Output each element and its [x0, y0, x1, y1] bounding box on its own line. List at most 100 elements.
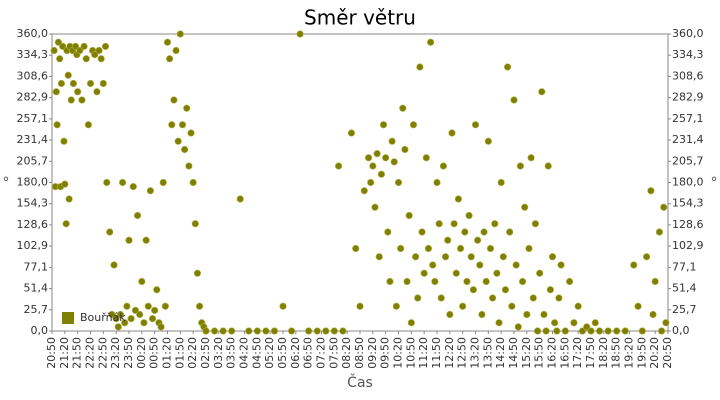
point	[407, 319, 415, 327]
point	[422, 154, 430, 162]
point	[536, 269, 544, 277]
point	[138, 277, 146, 286]
y-tick-label: 205,7	[17, 154, 49, 167]
x-tick-label: 02:50	[199, 337, 212, 369]
point	[409, 121, 418, 129]
point	[510, 96, 518, 104]
x-tick-label: 17:50	[584, 337, 597, 369]
point	[121, 319, 129, 327]
point	[651, 277, 659, 286]
point	[521, 203, 529, 211]
point	[54, 38, 63, 46]
x-tick-label: 09:50	[379, 337, 392, 369]
point	[514, 323, 522, 331]
point	[454, 195, 462, 203]
x-tick-label: 21:20	[58, 337, 71, 369]
x-tick-label: 20:20	[648, 337, 661, 369]
point	[103, 178, 111, 187]
y2-tick-label: 77,1	[672, 260, 697, 273]
point	[621, 327, 629, 335]
point	[531, 220, 539, 228]
point	[557, 261, 565, 269]
point	[181, 145, 189, 154]
point	[375, 253, 383, 261]
point	[469, 286, 477, 294]
point	[420, 269, 428, 277]
y-tick-label: 334,3	[17, 48, 49, 61]
point	[322, 327, 330, 335]
point	[270, 327, 279, 335]
point	[97, 55, 105, 63]
x-tick-label: 04:20	[238, 337, 251, 369]
x-tick-label: 05:20	[263, 337, 276, 369]
y2-tick-label: 257,1	[672, 112, 704, 125]
x-tick-label: 00:50	[148, 337, 161, 369]
x-tick-label: 12:50	[456, 337, 469, 369]
x-tick-label: 22:50	[96, 337, 109, 369]
x-tick-label: 10:20	[392, 337, 405, 369]
point	[512, 261, 520, 269]
point	[161, 302, 169, 310]
point	[444, 236, 452, 244]
point	[52, 88, 60, 96]
point	[583, 323, 591, 331]
point	[394, 178, 403, 187]
point	[495, 319, 503, 327]
point	[555, 294, 563, 302]
point	[463, 277, 471, 286]
point	[544, 162, 552, 170]
point	[148, 315, 157, 323]
point	[367, 178, 375, 187]
y-tick-label: 25,7	[24, 303, 49, 316]
y-tick-label: 102,9	[17, 239, 49, 252]
point	[76, 46, 84, 55]
point	[352, 244, 360, 253]
point	[486, 244, 495, 253]
y-tick-label: 154,3	[17, 197, 49, 210]
point	[399, 104, 407, 112]
point	[459, 302, 467, 310]
point	[439, 162, 448, 170]
point	[503, 63, 512, 71]
point	[561, 327, 569, 335]
point	[245, 327, 253, 335]
point	[660, 203, 668, 211]
point	[50, 46, 58, 55]
point	[474, 236, 482, 244]
y2-tick-label: 102,9	[672, 239, 704, 252]
point	[426, 38, 435, 46]
point	[630, 261, 638, 269]
point	[448, 129, 456, 137]
point	[59, 42, 67, 50]
x-tick-label: 09:20	[366, 337, 379, 369]
point	[262, 327, 270, 335]
point	[542, 327, 550, 335]
point	[384, 228, 392, 236]
x-tick-label: 18:20	[597, 337, 610, 369]
y-tick-label: 231,4	[17, 133, 49, 146]
y-tick-label: 51,4	[24, 282, 49, 295]
point	[501, 286, 510, 294]
point	[129, 183, 137, 191]
x-tick-label: 18:50	[610, 337, 623, 369]
point	[450, 220, 458, 228]
x-tick-label: 16:50	[558, 337, 571, 369]
point	[82, 55, 90, 63]
x-tick-label: 13:20	[469, 337, 482, 369]
point	[144, 302, 152, 310]
y2-tick-label: 25,7	[672, 303, 697, 316]
point	[388, 137, 396, 145]
point	[364, 154, 373, 162]
point	[347, 129, 356, 137]
point	[478, 310, 486, 319]
point	[437, 294, 445, 302]
point	[424, 244, 433, 253]
y2-tick-label: 180,0	[672, 176, 704, 189]
y-tick-label: 282,9	[17, 91, 49, 104]
x-tick-label: 05:50	[276, 337, 289, 369]
x-tick-label: 14:50	[507, 337, 520, 369]
point	[461, 228, 469, 236]
point	[491, 220, 499, 228]
point	[643, 253, 651, 261]
y2-tick-label: 360,0	[672, 27, 704, 40]
